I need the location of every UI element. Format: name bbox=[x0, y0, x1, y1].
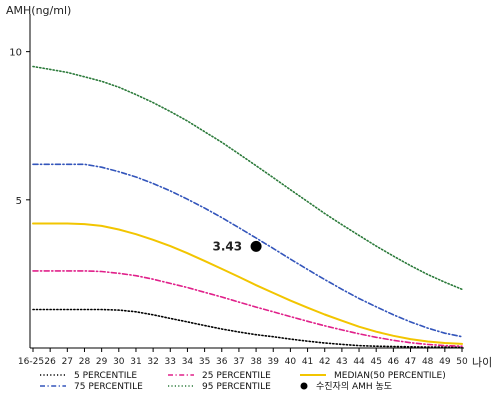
x-tick-label: 28 bbox=[79, 357, 91, 367]
x-axis-label: 나이 bbox=[472, 356, 492, 369]
legend: 5 PERCENTILE 25 PERCENTILE MEDIAN(50 PERCE… bbox=[40, 371, 446, 392]
x-tick-label: 48 bbox=[422, 357, 434, 367]
series-line-25-percentile bbox=[32, 270, 463, 348]
legend-label: MEDIAN(50 PERCENTILE) bbox=[334, 371, 446, 381]
legend-label: 95 PERCENTILE bbox=[202, 382, 271, 392]
y-tick-label: 5 bbox=[16, 196, 22, 207]
x-tick-label: 41 bbox=[302, 357, 313, 367]
chart-axes: AMH(ng/ml) 5 10 16-25 26 27 28 29 30 31 32 33 34 35 36… bbox=[6, 4, 492, 369]
patient-amh-value-label: 3.43 bbox=[212, 239, 242, 253]
x-tick-label: 42 bbox=[319, 357, 330, 367]
x-tick-label: 16-25 bbox=[18, 357, 44, 367]
x-tick-label: 36 bbox=[216, 357, 228, 367]
x-tick-label: 37 bbox=[233, 357, 244, 367]
series-layer bbox=[32, 65, 463, 349]
legend-label: 수진자의 AMH 농도 bbox=[316, 381, 392, 392]
x-tick-label: 49 bbox=[439, 357, 451, 367]
legend-item: 5 PERCENTILE bbox=[40, 371, 137, 381]
x-tick-label: 35 bbox=[199, 357, 210, 367]
legend-label: 5 PERCENTILE bbox=[74, 371, 137, 381]
x-tick-label: 46 bbox=[388, 357, 400, 367]
marker-layer: 3.43 bbox=[212, 239, 262, 253]
legend-item: 25 PERCENTILE bbox=[168, 371, 271, 381]
y-tick-label: 10 bbox=[9, 48, 22, 59]
x-tick-label: 32 bbox=[147, 357, 158, 367]
x-tick-label: 27 bbox=[62, 357, 73, 367]
legend-label: 75 PERCENTILE bbox=[74, 382, 143, 392]
patient-amh-marker bbox=[250, 240, 262, 252]
x-tick-label: 34 bbox=[182, 357, 194, 367]
x-tick-label: 43 bbox=[336, 357, 347, 367]
y-axis-label: AMH(ng/ml) bbox=[6, 4, 71, 17]
x-tick-label: 31 bbox=[130, 357, 141, 367]
series-line-95-percentile bbox=[32, 65, 463, 291]
x-tick-label: 39 bbox=[268, 357, 280, 367]
x-tick-label: 26 bbox=[44, 357, 56, 367]
series-line-5-percentile bbox=[32, 308, 463, 349]
legend-item: 75 PERCENTILE bbox=[40, 382, 143, 392]
series-line-75-percentile bbox=[32, 163, 463, 338]
x-tick-label: 33 bbox=[165, 357, 176, 367]
x-tick-label: 50 bbox=[456, 357, 468, 367]
x-tick-label: 45 bbox=[370, 357, 381, 367]
legend-item: 95 PERCENTILE bbox=[168, 382, 271, 392]
x-tick-label: 30 bbox=[113, 357, 125, 367]
x-tick-label: 40 bbox=[285, 357, 297, 367]
x-tick-label: 44 bbox=[353, 357, 365, 367]
x-tick-label: 38 bbox=[250, 357, 262, 367]
legend-marker-swatch bbox=[300, 382, 308, 390]
x-tick-label: 29 bbox=[96, 357, 108, 367]
legend-label: 25 PERCENTILE bbox=[202, 371, 271, 381]
legend-item: 수진자의 AMH 농도 bbox=[300, 381, 392, 392]
x-tick-label: 47 bbox=[405, 357, 416, 367]
legend-item: MEDIAN(50 PERCENTILE) bbox=[300, 371, 446, 381]
series-line-median-50-percentile bbox=[32, 222, 463, 345]
